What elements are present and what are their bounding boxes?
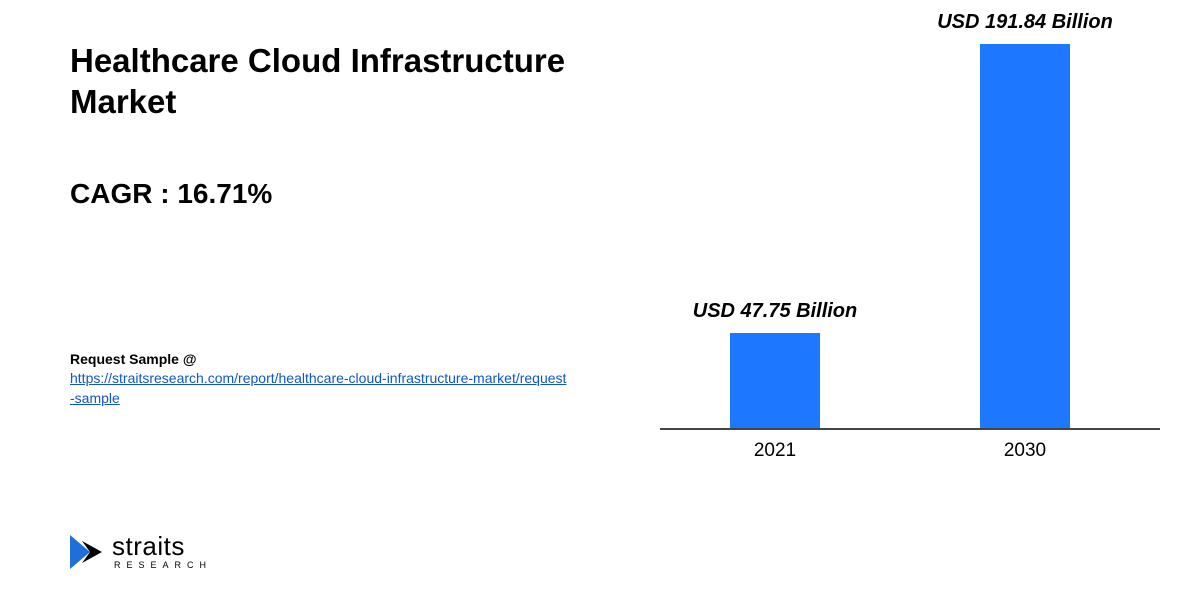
cagr-metric: CAGR : 16.71% xyxy=(70,178,600,210)
bar-2030: USD 191.84 Billion2030 xyxy=(980,44,1070,428)
bar-rect xyxy=(980,44,1070,428)
logo-sub-text: RESEARCH xyxy=(114,561,212,570)
chart-plot-area: USD 47.75 Billion2021 USD 191.84 Billion2… xyxy=(660,30,1160,430)
logo-icon xyxy=(70,535,106,569)
bar-rect xyxy=(730,333,820,429)
chart-title: Healthcare Cloud Infrastructure Market xyxy=(70,40,600,123)
bar-value-label: USD 191.84 Billion xyxy=(937,11,1113,34)
bar-chart: USD 47.75 Billion2021USD 191.84 Billion2… xyxy=(660,30,1160,470)
bar-x-label: 2030 xyxy=(1004,440,1046,462)
bar-value-label: USD 47.75 Billion xyxy=(693,300,858,323)
logo-main-text: straits xyxy=(112,533,212,559)
request-sample-link[interactable]: https://straitsresearch.com/report/healt… xyxy=(70,369,570,408)
brand-logo: straits RESEARCH xyxy=(70,533,212,570)
bar-x-label: 2021 xyxy=(754,440,796,462)
bar-2021: USD 47.75 Billion2021 xyxy=(730,333,820,429)
request-sample-block: Request Sample @ https://straitsresearch… xyxy=(70,350,600,409)
request-label: Request Sample @ xyxy=(70,350,600,370)
